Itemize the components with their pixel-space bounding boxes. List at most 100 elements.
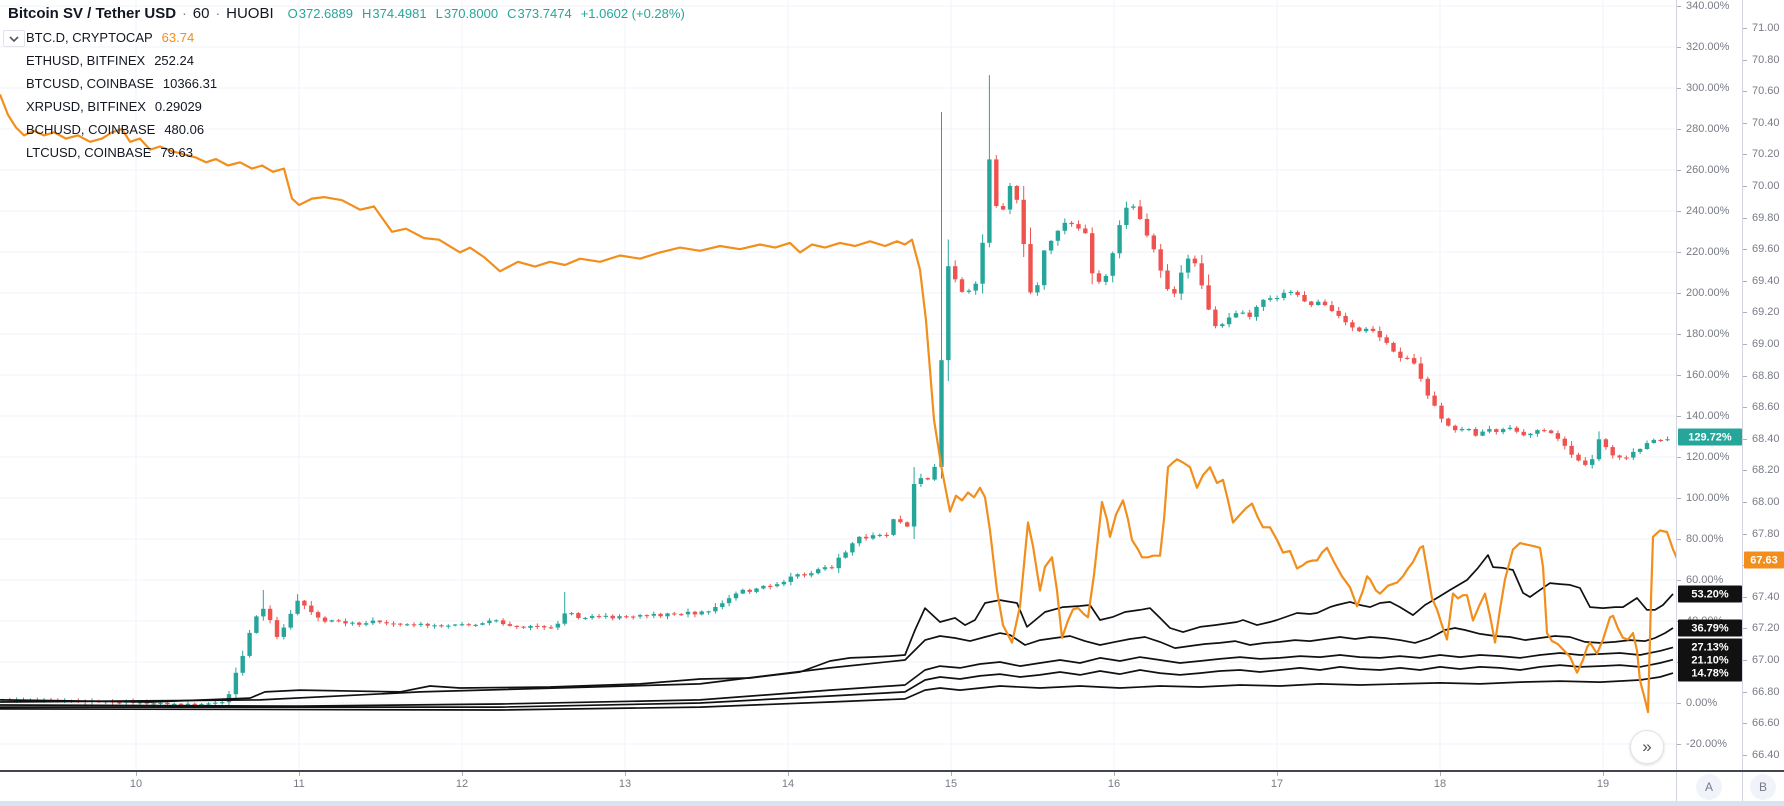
axis-tick — [1743, 281, 1747, 282]
ohlc-h-value: H374.4981 — [361, 6, 427, 21]
axis-tick — [1677, 375, 1681, 376]
btc-dominance-line — [0, 94, 1676, 714]
axis-tick — [1677, 457, 1681, 458]
axis-divider — [1676, 772, 1677, 803]
chart-header: Bitcoin SV / Tether USD · 60 · HUOBI O37… — [8, 5, 685, 22]
axis-tick — [1743, 376, 1747, 377]
axis-tick — [1743, 249, 1747, 250]
axis-tick — [1743, 534, 1747, 535]
axis-tick — [1677, 129, 1681, 130]
scroll-to-recent-button[interactable]: » — [1630, 730, 1664, 764]
percent-axis-label: 140.00% — [1686, 410, 1730, 422]
axis-tick — [1677, 744, 1681, 745]
compare-line-ethusd — [0, 554, 1674, 703]
legend-symbol: ETHUSD, BITFINEX — [26, 53, 146, 68]
legend-row-bchusd[interactable]: BCHUSD, COINBASE 480.06 — [26, 118, 204, 141]
axis-tick — [1677, 539, 1681, 540]
time-tick — [625, 772, 626, 776]
axis-tick — [1743, 502, 1747, 503]
percent-axis-label: 300.00% — [1686, 82, 1730, 94]
axis-tick — [1743, 407, 1747, 408]
axis-tick — [1677, 293, 1681, 294]
percent-axis-label: 320.00% — [1686, 41, 1730, 53]
axis-tick — [1743, 28, 1747, 29]
time-tick — [951, 772, 952, 776]
ohlc-o-value: O372.6889 — [287, 6, 353, 21]
price-label-badge: 53.20% — [1678, 585, 1742, 603]
percent-axis-label: 240.00% — [1686, 205, 1730, 217]
axis-tick — [1677, 703, 1681, 704]
compare-line-xrpusd — [0, 646, 1674, 707]
axis-tick — [1677, 47, 1681, 48]
percent-axis-label: 160.00% — [1686, 369, 1730, 381]
time-axis-label: 14 — [781, 778, 795, 790]
percent-axis-label: 200.00% — [1686, 287, 1730, 299]
legend-value: 10366.31 — [162, 76, 218, 91]
price-axis-label: 66.40 — [1752, 749, 1780, 761]
legend-value: 63.74 — [161, 30, 195, 45]
axis-tick — [1677, 498, 1681, 499]
legend-symbol: XRPUSD, BITFINEX — [26, 99, 146, 114]
title-separator: · — [182, 5, 187, 21]
chart-pane[interactable]: Bitcoin SV / Tether USD · 60 · HUOBI O37… — [0, 0, 1676, 770]
axis-tick — [1743, 628, 1747, 629]
axis-tick — [1743, 123, 1747, 124]
price-axis-label: 69.40 — [1752, 275, 1780, 287]
time-axis-label: 10 — [129, 778, 143, 790]
legend-row-xrpusd[interactable]: XRPUSD, BITFINEX 0.29029 — [26, 95, 202, 118]
percent-axis-label: 100.00% — [1686, 492, 1730, 504]
legend-symbol: BTCUSD, COINBASE — [26, 76, 154, 91]
axis-tick — [1677, 88, 1681, 89]
time-tick — [1603, 772, 1604, 776]
time-tick — [299, 772, 300, 776]
price-axis-label: 66.80 — [1752, 686, 1780, 698]
exchange-label: HUOBI — [226, 5, 274, 22]
axis-tick — [1743, 154, 1747, 155]
ohlc-l-value: L370.8000 — [435, 6, 499, 21]
legend-symbol: BTC.D, CRYPTOCAP — [26, 30, 153, 45]
time-axis-label: 12 — [455, 778, 469, 790]
btcd-price-scale-axis[interactable]: 71.00 70.80 70.60 70.40 70.20 70.00 69.80 69.60… — [1742, 0, 1784, 770]
price-axis-label: 68.20 — [1752, 464, 1780, 476]
legend-value: 480.06 — [164, 122, 205, 137]
percent-axis-label: 0.00% — [1686, 697, 1718, 709]
symbol-title[interactable]: Bitcoin SV / Tether USD — [8, 5, 177, 22]
legend-collapse-button[interactable] — [3, 30, 25, 47]
legend-value: 79.63 — [160, 145, 193, 160]
legend-symbol: LTCUSD, COINBASE — [26, 145, 152, 160]
legend-row-ltcusd[interactable]: LTCUSD, COINBASE 79.63 — [26, 141, 193, 164]
time-axis-label: 19 — [1596, 778, 1610, 790]
time-axis-label: 16 — [1107, 778, 1121, 790]
axis-tick — [1743, 439, 1747, 440]
axis-tick — [1743, 723, 1747, 724]
price-label-badge: 14.78% — [1678, 664, 1742, 682]
axis-tick — [1743, 755, 1747, 756]
price-axis-label: 70.20 — [1752, 148, 1780, 160]
price-axis-label: 68.40 — [1752, 433, 1780, 445]
btcd-price-badge: 67.63 — [1744, 551, 1784, 569]
legend-row-btc.d[interactable]: BTC.D, CRYPTOCAP 63.74 — [26, 26, 194, 49]
percent-axis-label: 80.00% — [1686, 533, 1724, 545]
percent-axis-label: 340.00% — [1686, 0, 1730, 12]
price-axis-label: 70.80 — [1752, 54, 1780, 66]
time-tick — [1114, 772, 1115, 776]
axis-tick — [1743, 91, 1747, 92]
time-axis-label: 11 — [293, 778, 305, 790]
time-axis-label: 18 — [1433, 778, 1447, 790]
legend-symbol: BCHUSD, COINBASE — [26, 122, 156, 137]
price-axis-label: 68.80 — [1752, 370, 1780, 382]
axis-tick — [1743, 660, 1747, 661]
compare-line-bchusd — [0, 658, 1674, 708]
price-axis-label: 68.00 — [1752, 496, 1780, 508]
interval-label[interactable]: 60 — [192, 5, 210, 22]
price-chart-canvas[interactable] — [0, 0, 1676, 770]
price-axis-label: 69.00 — [1752, 338, 1780, 350]
scale-mode-a-button[interactable]: A — [1696, 774, 1722, 800]
scale-mode-b-button[interactable]: B — [1750, 774, 1776, 800]
time-axis[interactable]: 10 11 12 13 14 15 16 17 18 19 A B — [0, 770, 1784, 803]
legend-row-btcusd[interactable]: BTCUSD, COINBASE 10366.31 — [26, 72, 217, 95]
legend-row-ethusd[interactable]: ETHUSD, BITFINEX 252.24 — [26, 49, 194, 72]
percent-axis-label: 120.00% — [1686, 451, 1730, 463]
percent-scale-axis[interactable]: 340.00% 320.00% 300.00% 280.00% 260.00% 240.0… — [1676, 0, 1743, 770]
